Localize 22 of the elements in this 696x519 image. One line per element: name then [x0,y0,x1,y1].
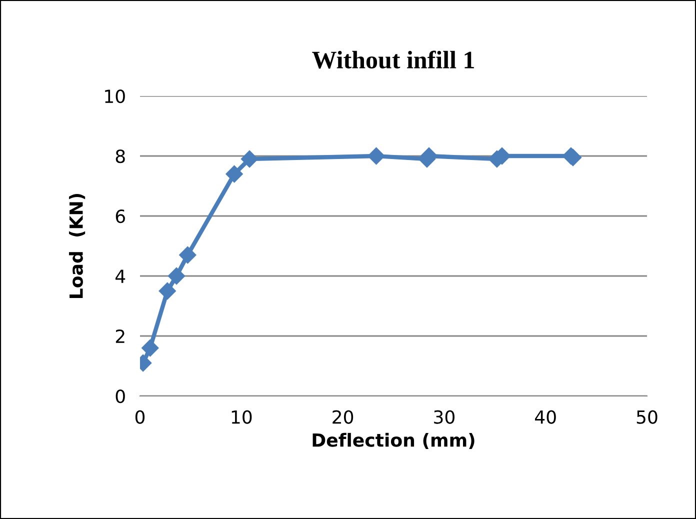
chart-title: Without infill 1 [312,50,474,69]
point [240,150,258,168]
y-tick-label: 4 [116,270,126,283]
point [142,339,159,357]
point [168,267,186,285]
point [158,282,176,300]
y-tick-label: 6 [116,209,125,224]
y-tick-label: 2 [116,329,124,343]
y-axis-title: Load (KN) [68,194,86,298]
point [226,165,243,183]
y-tick-label: 8 [116,149,125,164]
y-tick-label: 0 [116,389,125,404]
x-tick-label: 10 [232,410,252,424]
point [179,246,196,264]
x-tick-label: 40 [534,410,556,424]
x-tick-label: 30 [434,410,454,424]
point [368,147,385,165]
x-tick-label: 0 [135,410,145,424]
x-tick-label: 50 [636,410,658,424]
y-tick-label: 10 [105,89,125,104]
x-tick-label: 20 [332,410,354,424]
x-axis-title: Deflection (mm) [312,432,474,450]
